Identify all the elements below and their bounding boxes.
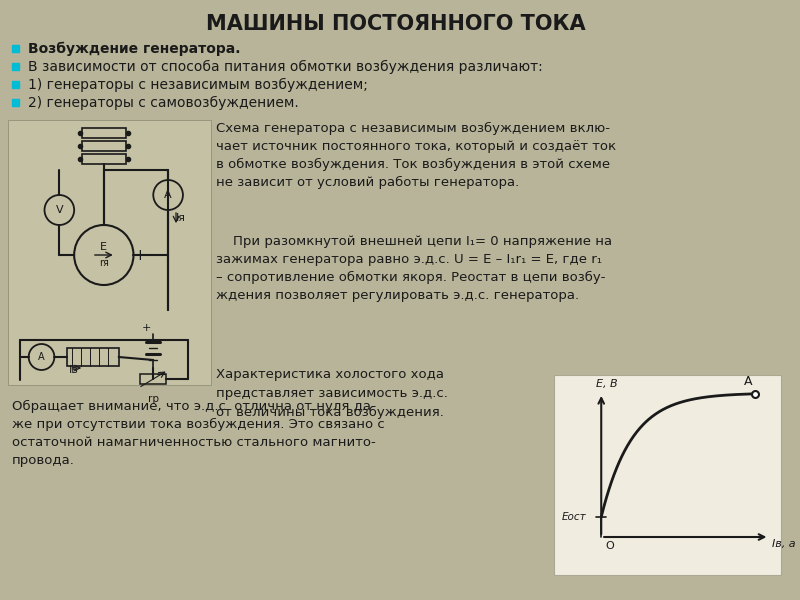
Text: +: +: [142, 323, 151, 333]
Text: Eост: Eост: [562, 512, 586, 522]
Text: Характеристика холостого хода
представляет зависимость э.д.с.
от величины тока в: Характеристика холостого хода представля…: [215, 368, 447, 419]
Text: A: A: [38, 352, 45, 362]
Text: Iв, а: Iв, а: [772, 539, 796, 549]
Bar: [12, 45, 18, 52]
Text: Iя: Iя: [176, 213, 186, 223]
Bar: [12, 81, 18, 88]
Text: A: A: [164, 190, 172, 200]
Bar: [82, 154, 126, 164]
Bar: [12, 63, 18, 70]
Text: Схема генератора с независимым возбуждением вклю-
чает источник постоянного тока: Схема генератора с независимым возбужден…: [215, 122, 616, 190]
Text: E: E: [100, 242, 107, 252]
Text: 1) генераторы с независимым возбуждением;: 1) генераторы с независимым возбуждением…: [28, 78, 367, 92]
Text: 2) генераторы с самовозбуждением.: 2) генераторы с самовозбуждением.: [28, 96, 298, 110]
Text: −: −: [62, 247, 74, 263]
Text: V: V: [55, 205, 63, 215]
Bar: [8, 120, 210, 385]
Text: E, В: E, В: [596, 379, 618, 389]
Text: МАШИНЫ ПОСТОЯННОГО ТОКА: МАШИНЫ ПОСТОЯННОГО ТОКА: [206, 14, 586, 34]
Text: rр: rр: [148, 394, 158, 404]
Bar: [82, 141, 126, 151]
Bar: [67, 348, 118, 366]
Text: Обращает внимание, что э.д.с. отлична от нуля да-
же при отсутствии тока возбужд: Обращает внимание, что э.д.с. отлична от…: [12, 400, 385, 467]
Text: O: O: [605, 541, 614, 551]
Text: A: A: [744, 375, 753, 388]
Text: −: −: [155, 369, 166, 382]
Text: Возбуждение генератора.: Возбуждение генератора.: [28, 42, 240, 56]
Text: В зависимости от способа питания обмотки возбуждения различают:: В зависимости от способа питания обмотки…: [28, 60, 542, 74]
Text: Iв: Iв: [70, 365, 79, 375]
Text: rя: rя: [99, 258, 109, 268]
Bar: [12, 99, 18, 106]
Bar: [554, 375, 782, 575]
Text: +: +: [133, 247, 146, 263]
Bar: [141, 374, 166, 384]
Text: При разомкнутой внешней цепи I₁= 0 напряжение на
зажимах генератора равно э.д.с.: При разомкнутой внешней цепи I₁= 0 напря…: [215, 235, 612, 302]
Bar: [82, 128, 126, 138]
